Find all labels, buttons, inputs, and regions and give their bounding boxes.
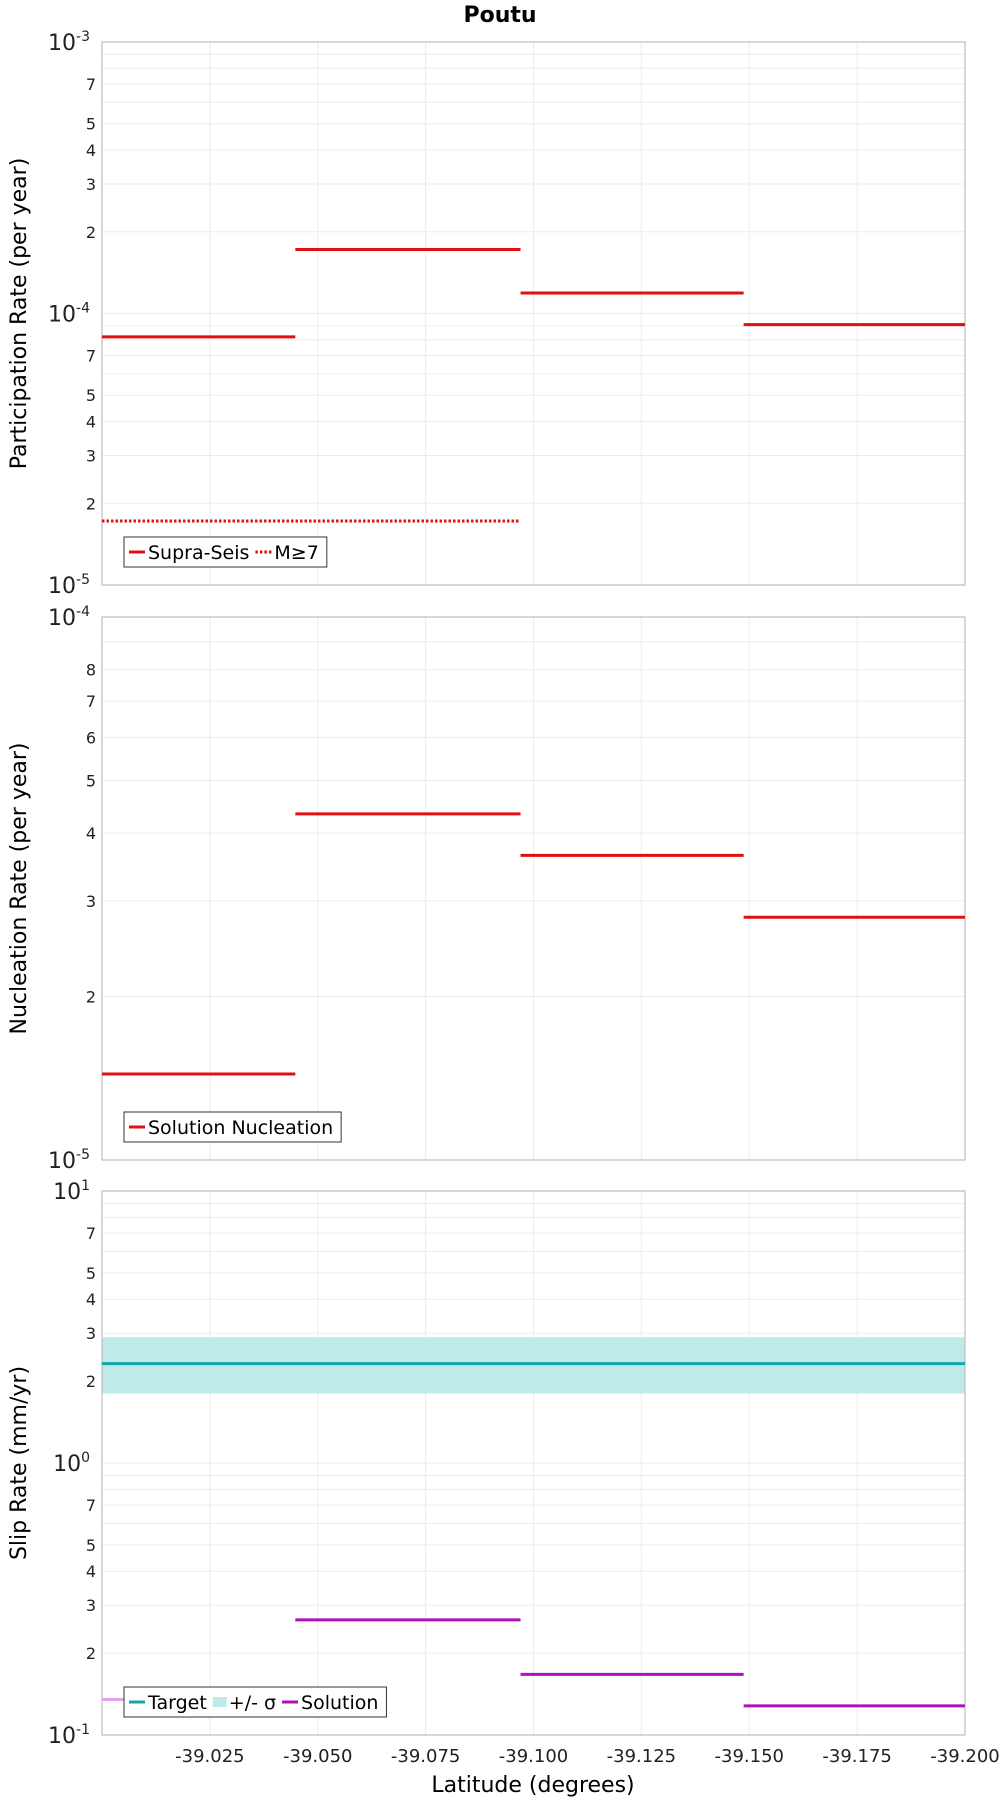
- y-axis-label: Participation Rate (per year): [7, 158, 32, 470]
- plot-frame: [101, 1190, 966, 1736]
- x-tick-label: -39.100: [499, 1746, 568, 1767]
- legend-label: Target: [147, 1692, 207, 1714]
- y-tick-label: 10-5: [48, 572, 90, 599]
- sigma-band: [102, 1337, 965, 1394]
- slip-rate-panel: 10-1 2 3 4 5 7 100 2 3 4 5 7 101 -39.025 -39.050 -39.07…: [7, 1178, 1000, 1767]
- y-tick-label: 2: [86, 1372, 96, 1391]
- y-axis-label: Slip Rate (mm/yr): [7, 1366, 32, 1560]
- y-tick-label: 2: [86, 494, 96, 513]
- legend: Supra-Seis M≥7: [123, 536, 328, 568]
- y-tick-label: 2: [86, 1644, 96, 1663]
- y-tick-label: 2: [86, 988, 96, 1007]
- y-tick-label: 5: [86, 115, 96, 134]
- y-tick-label: 6: [86, 728, 96, 747]
- legend: Target +/- σ Solution: [123, 1686, 387, 1718]
- y-tick-label: 10-4: [48, 301, 90, 328]
- y-tick-label: 5: [86, 386, 96, 405]
- nucleation-rate-panel: 10-5 2 3 4 5 6 7 8 10-4 Nucleation Rate (per year…: [7, 604, 966, 1174]
- legend-frame: [123, 536, 328, 568]
- y-tick-label: 5: [86, 1536, 96, 1555]
- y-tick-label: 7: [86, 347, 96, 366]
- legend-label: +/- σ: [229, 1692, 276, 1714]
- x-tick-label: -39.150: [715, 1746, 784, 1767]
- x-tick-label: -39.075: [391, 1746, 460, 1767]
- legend-frame: [123, 1686, 387, 1718]
- y-tick-label: 3: [86, 1596, 96, 1615]
- y-tick-label: 3: [86, 175, 96, 194]
- chart-title: Poutu: [463, 3, 536, 28]
- y-tick-label: 3: [86, 446, 96, 465]
- legend-label: Supra-Seis: [148, 542, 249, 564]
- y-tick-label: 4: [86, 1290, 96, 1309]
- y-tick-label: 101: [53, 1178, 90, 1205]
- y-tick-label: 4: [86, 413, 96, 432]
- y-tick-label: 3: [86, 892, 96, 911]
- legend-label: M≥7: [274, 542, 318, 564]
- y-tick-label: 4: [86, 141, 96, 160]
- x-axis-label: Latitude (degrees): [431, 1773, 634, 1798]
- y-tick-label: 8: [86, 661, 96, 680]
- y-tick-label: 4: [86, 824, 96, 843]
- y-tick-label: 5: [86, 771, 96, 790]
- legend-label: Solution: [301, 1692, 378, 1714]
- x-tick-label: -39.050: [283, 1746, 352, 1767]
- y-tick-label: 10-3: [48, 29, 90, 56]
- y-tick-label: 4: [86, 1562, 96, 1581]
- legend-frame: [123, 1111, 342, 1143]
- participation-rate-panel: 10-5 2 3 4 5 7 10-4 2 3 4 5 7 10-3 Participation Rate…: [7, 29, 966, 599]
- legend-label: Solution Nucleation: [148, 1117, 333, 1139]
- y-tick-label: 10-1: [48, 1722, 90, 1749]
- y-tick-label: 3: [86, 1324, 96, 1343]
- y-tick-label: 2: [86, 223, 96, 242]
- y-tick-label: 5: [86, 1264, 96, 1283]
- y-tick-label: 100: [53, 1450, 90, 1477]
- y-axis-label: Nucleation Rate (per year): [7, 743, 32, 1035]
- plot-frame: [101, 616, 966, 1161]
- y-tick-label: 7: [86, 692, 96, 711]
- y-tick-label: 10-5: [48, 1147, 90, 1174]
- y-tick-label: 7: [86, 75, 96, 94]
- plot-frame: [101, 41, 966, 586]
- x-tick-label: -39.025: [175, 1746, 244, 1767]
- x-tick-label: -39.200: [930, 1746, 999, 1767]
- y-tick-label: 7: [86, 1224, 96, 1243]
- y-tick-label: 10-4: [48, 604, 90, 631]
- y-tick-label: 7: [86, 1496, 96, 1515]
- legend: Solution Nucleation: [123, 1111, 342, 1143]
- legend-swatch: [212, 1697, 227, 1707]
- x-tick-label: -39.125: [607, 1746, 676, 1767]
- x-tick-label: -39.175: [822, 1746, 891, 1767]
